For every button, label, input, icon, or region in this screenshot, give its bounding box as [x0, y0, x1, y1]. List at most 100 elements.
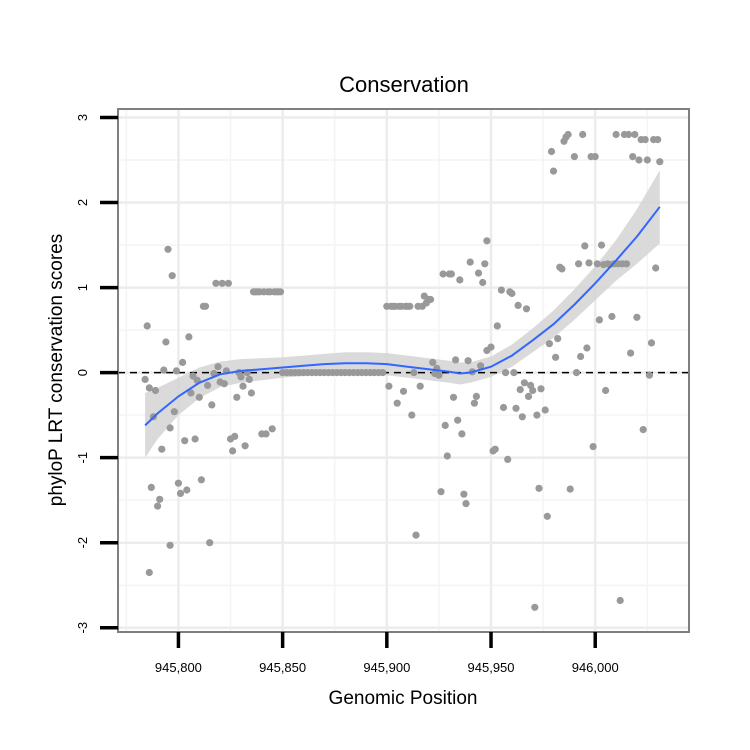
data-point: [514, 301, 522, 309]
data-point: [170, 408, 178, 416]
data-point: [416, 382, 424, 390]
data-point: [577, 352, 585, 361]
data-point: [212, 279, 220, 287]
data-point: [166, 541, 174, 549]
data-point: [429, 358, 437, 366]
data-point: [174, 479, 182, 487]
data-point: [589, 443, 597, 451]
data-point: [454, 416, 462, 424]
data-point: [412, 531, 420, 539]
data-point: [524, 392, 533, 400]
data-point: [441, 421, 449, 429]
data-point: [166, 424, 174, 432]
data-point: [460, 490, 468, 498]
x-axis-title: Genomic Position: [329, 688, 478, 709]
data-point: [201, 302, 210, 310]
data-point: [156, 495, 164, 503]
data-point: [537, 385, 545, 393]
data-point: [572, 369, 581, 377]
data-point: [652, 264, 660, 272]
data-point: [554, 335, 562, 343]
data-point: [491, 445, 499, 453]
y-tick-label: -2: [75, 537, 90, 549]
data-point: [470, 399, 478, 407]
data-point: [535, 484, 543, 492]
data-point: [516, 386, 524, 394]
data-point: [635, 156, 643, 164]
data-point: [435, 371, 443, 379]
data-point: [566, 485, 574, 493]
data-point: [158, 445, 166, 453]
data-point: [231, 432, 239, 440]
data-point: [197, 476, 205, 484]
data-point: [241, 442, 249, 450]
data-point: [237, 373, 245, 381]
data-point: [541, 406, 549, 414]
data-point: [504, 455, 512, 463]
data-point: [593, 260, 601, 268]
data-point: [247, 389, 255, 397]
data-point: [204, 381, 212, 389]
data-point: [531, 603, 539, 611]
data-point: [645, 371, 654, 379]
data-point: [520, 379, 529, 387]
data-point: [481, 260, 489, 268]
confidence-band-layer: [145, 170, 660, 458]
data-point: [529, 386, 537, 395]
data-point: [437, 488, 445, 496]
data-point: [510, 369, 518, 377]
data-point: [641, 136, 649, 144]
data-point: [570, 153, 579, 161]
y-axis-title: phyloP LRT conservation scores: [46, 234, 67, 507]
y-tick-label: 0: [75, 369, 90, 376]
data-point: [583, 344, 591, 352]
data-point: [245, 375, 253, 383]
data-point: [181, 437, 189, 445]
data-point: [262, 430, 270, 438]
data-point: [183, 486, 191, 494]
data-point: [564, 130, 572, 139]
data-point: [154, 502, 162, 510]
data-point: [151, 386, 160, 395]
data-point: [385, 382, 393, 390]
data-point: [499, 403, 508, 412]
data-point: [595, 316, 604, 324]
data-point: [172, 367, 180, 375]
data-point: [633, 313, 641, 321]
x-tick-label: 945,800: [155, 660, 202, 675]
data-point: [220, 380, 228, 388]
data-point: [456, 276, 464, 284]
data-point: [654, 136, 662, 144]
y-tick-label: 1: [75, 284, 90, 291]
data-point: [208, 401, 216, 409]
data-point: [543, 512, 551, 520]
data-point: [145, 568, 153, 577]
data-point: [483, 237, 491, 245]
data-point: [512, 404, 520, 412]
scatter-points: [141, 130, 664, 611]
y-axis: 3 2 1 0 -1 -2 -3: [75, 114, 118, 633]
data-point: [276, 288, 285, 296]
data-point: [502, 369, 510, 377]
y-tick-label: 3: [75, 114, 90, 121]
data-point: [549, 167, 558, 175]
data-point: [493, 322, 501, 330]
data-point: [558, 265, 566, 273]
data-point: [656, 158, 664, 166]
data-point: [393, 399, 401, 407]
data-point: [487, 343, 495, 351]
x-tick-label: 945,850: [259, 660, 306, 675]
data-point: [631, 130, 639, 139]
y-tick-label: 2: [75, 199, 90, 206]
data-point: [379, 369, 387, 377]
data-point: [629, 153, 637, 161]
data-point: [575, 260, 583, 268]
data-point: [191, 435, 199, 443]
data-point: [185, 333, 193, 341]
chart-title: Conservation: [339, 72, 469, 97]
data-point: [449, 393, 458, 401]
data-point: [547, 147, 556, 156]
data-point: [497, 286, 505, 294]
data-point: [164, 245, 172, 253]
data-point: [195, 393, 203, 401]
